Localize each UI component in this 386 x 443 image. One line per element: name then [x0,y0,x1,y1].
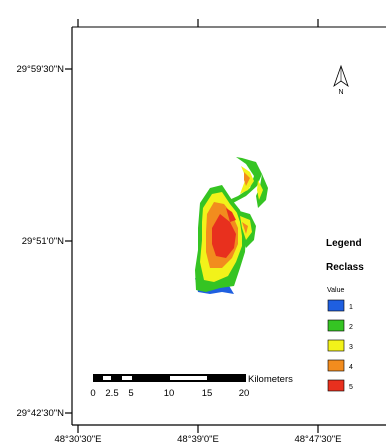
latitude-label-bottom: 29°42'30"N [16,408,64,419]
latitude-label-top: 29°59'30"N [16,64,64,75]
longitude-label-right: 48°47'30"E [294,434,341,443]
scale-bar: Kilometers 0 2.5 5 10 15 20 [90,374,293,399]
legend-swatch-3 [327,339,345,352]
raster-class-5-zone [212,214,236,258]
scale-tick-10: 10 [164,388,175,399]
legend: Legend Reclass Value 1 2 3 4 5 [326,238,364,392]
scale-tick-0: 0 [90,388,95,399]
scale-tick-5: 5 [128,388,133,399]
legend-title: Legend [326,238,362,249]
scale-tick-20: 20 [239,388,250,399]
legend-class-label-2: 2 [349,324,353,331]
north-arrow: N [333,64,349,96]
scale-tick-15: 15 [202,388,213,399]
legend-class-label-1: 1 [349,304,353,311]
legend-class-label-4: 4 [349,364,353,371]
legend-swatch-5 [327,379,345,392]
legend-class-label-5: 5 [349,384,353,391]
scale-bar-unit: Kilometers [248,374,293,385]
legend-class-label-3: 3 [349,344,353,351]
legend-swatch-2 [327,319,345,332]
raster-hook-zone [229,157,262,203]
legend-layer-name: Reclass [326,262,364,273]
longitude-label-middle: 48°39'0"E [177,434,219,443]
latitude-label-middle: 29°51'0"N [22,236,64,247]
legend-field-name: Value [327,287,344,294]
scale-tick-2-5: 2.5 [105,388,118,399]
north-arrow-label: N [338,89,343,96]
longitude-label-left: 48°30'30"E [54,434,101,443]
legend-swatch-4 [327,359,345,372]
map-frame [65,19,386,433]
study-area-raster [195,157,268,294]
legend-swatch-1 [327,299,345,312]
